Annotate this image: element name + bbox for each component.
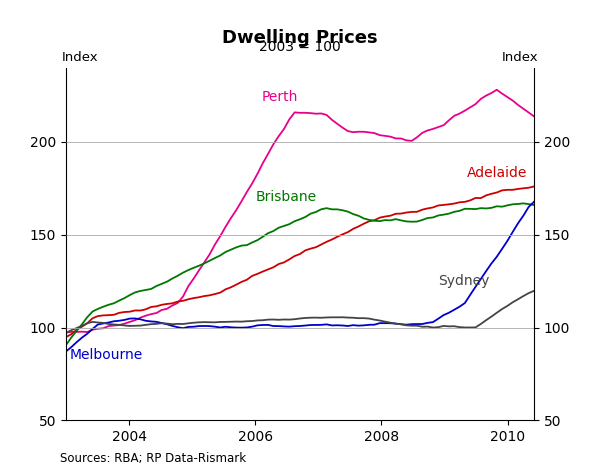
Text: Sydney: Sydney — [438, 274, 490, 288]
Text: 2003 = 100: 2003 = 100 — [259, 40, 341, 54]
Text: Brisbane: Brisbane — [255, 191, 316, 205]
Text: Sources: RBA; RP Data-Rismark: Sources: RBA; RP Data-Rismark — [60, 452, 246, 465]
Title: Dwelling Prices: Dwelling Prices — [222, 28, 378, 47]
Text: Index: Index — [502, 51, 539, 64]
Text: Perth: Perth — [262, 90, 298, 104]
Text: Adelaide: Adelaide — [467, 166, 527, 180]
Text: Index: Index — [61, 51, 98, 64]
Text: Melbourne: Melbourne — [69, 348, 142, 362]
